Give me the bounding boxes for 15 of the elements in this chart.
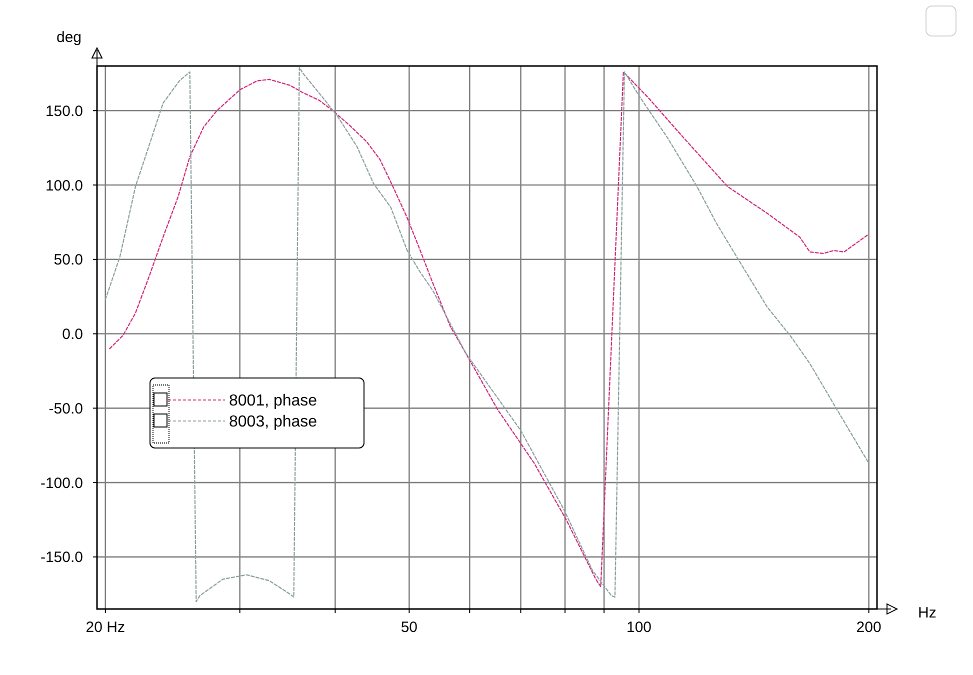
y-tick-label: 0.0 xyxy=(62,326,83,344)
y-tick-label: 100.0 xyxy=(45,177,83,194)
y-tick-label: -100.0 xyxy=(40,474,83,492)
x-tick-label: 20 Hz xyxy=(86,619,125,636)
x-axis-title: Hz xyxy=(918,604,936,622)
x-tick-label: 200 xyxy=(856,619,882,636)
y-tick-label: 150.0 xyxy=(45,102,83,120)
y-tick-label: -150.0 xyxy=(40,549,83,566)
x-tick-label: 50 xyxy=(400,619,418,636)
legend-label: 8001, phase xyxy=(229,392,318,410)
y-tick-label: -50.0 xyxy=(48,400,83,418)
y-tick-label: 50.0 xyxy=(54,252,83,269)
x-tick-label: 100 xyxy=(626,619,652,636)
y-axis-title: deg xyxy=(56,29,82,46)
legend-label: 8003, phase xyxy=(229,414,318,431)
